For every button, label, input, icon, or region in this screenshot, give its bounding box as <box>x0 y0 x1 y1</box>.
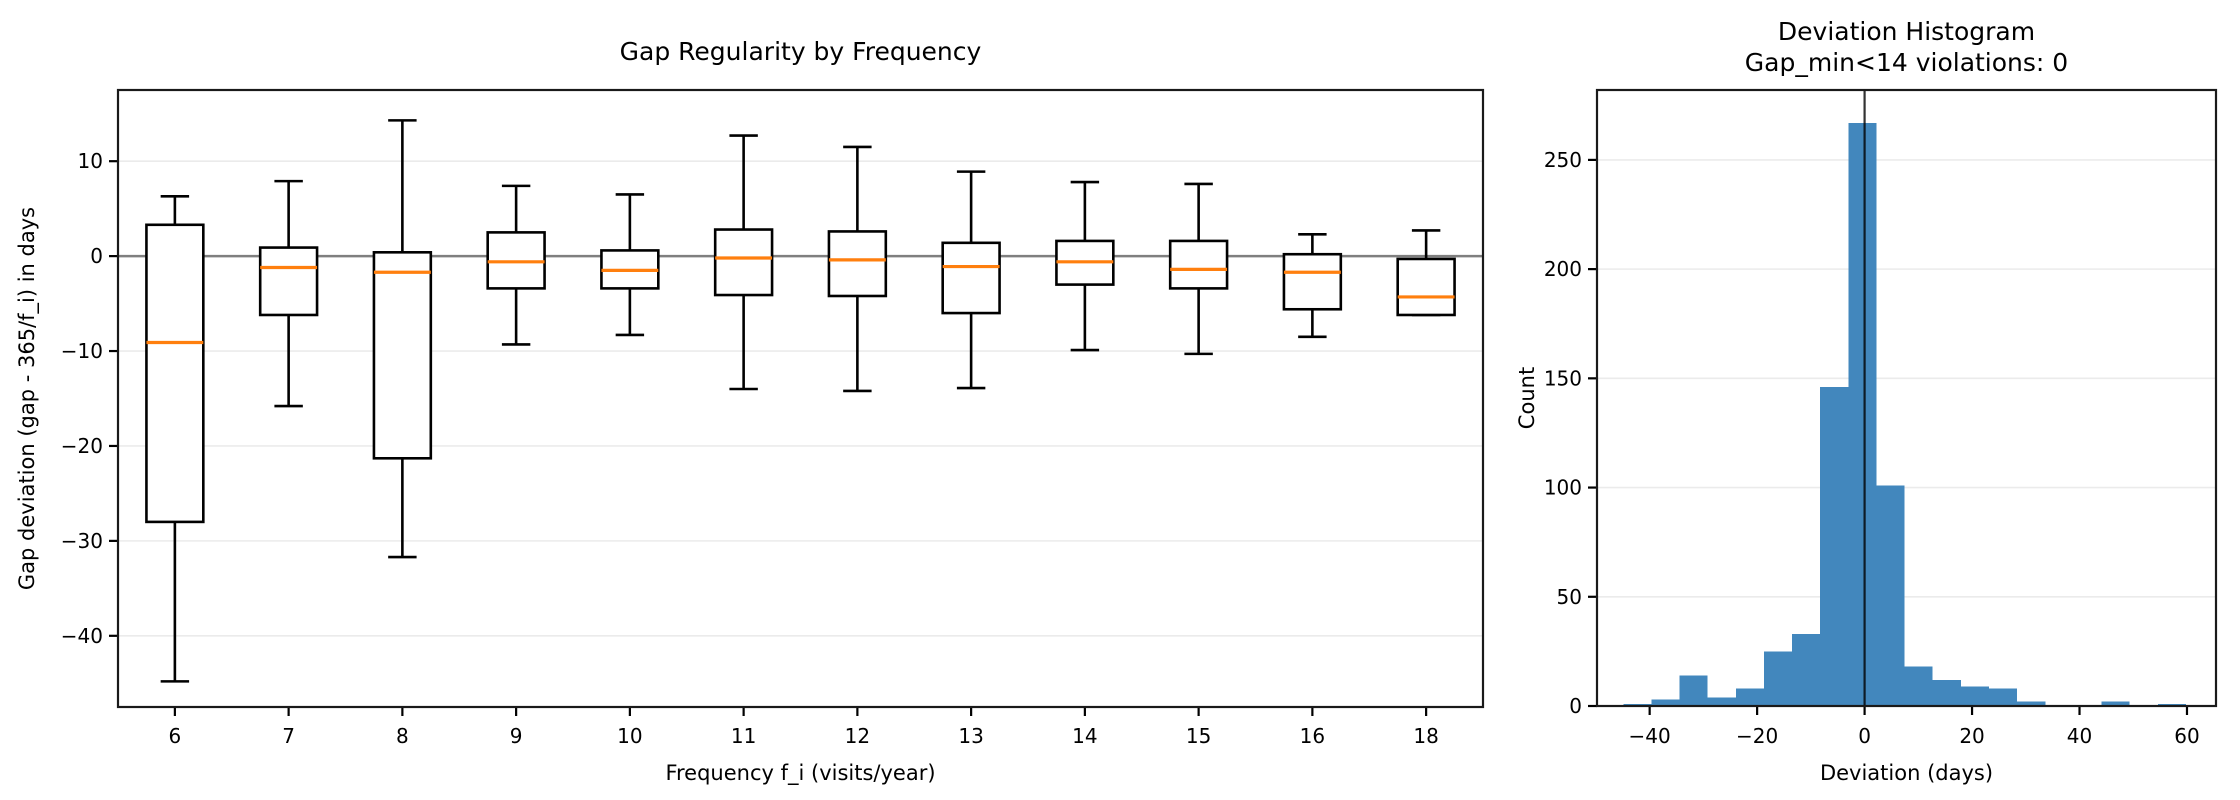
x-tick-label: 15 <box>1186 724 1211 748</box>
y-axis-label: Gap deviation (gap - 365/f_i) in days <box>15 207 40 590</box>
x-tick-label: 14 <box>1072 724 1097 748</box>
hist-bar <box>1960 686 1990 706</box>
y-tick-label: 10 <box>78 149 103 173</box>
y-tick-label: −40 <box>61 624 103 648</box>
hist-bar <box>2017 701 2046 706</box>
y-tick-label: 50 <box>1557 585 1582 609</box>
y-tick-label: 200 <box>1544 257 1582 281</box>
y-tick-label: −10 <box>61 339 103 363</box>
y-tick-label: −20 <box>61 434 103 458</box>
box-rect <box>1282 252 1343 311</box>
x-tick-label: 60 <box>2174 724 2199 748</box>
x-tick-label: 0 <box>1858 724 1871 748</box>
y-tick-label: 0 <box>1569 694 1582 718</box>
box-rect <box>827 230 888 298</box>
x-tick-label: 7 <box>282 724 295 748</box>
x-tick-label: −20 <box>1736 724 1778 748</box>
box-rect <box>372 251 433 460</box>
y-tick-label: 250 <box>1544 148 1582 172</box>
x-axis-label: Frequency f_i (visits/year) <box>665 761 935 786</box>
x-tick-label: 13 <box>958 724 983 748</box>
hist-bar <box>1932 679 1961 706</box>
hist-title: Deviation Histogram <box>1778 17 2035 46</box>
hist-bar <box>1876 485 1905 706</box>
x-tick-label: 16 <box>1300 724 1325 748</box>
box-rect <box>941 241 1001 315</box>
hist-bar <box>1707 697 1736 706</box>
hist-subtitle: Gap_min<14 violations: 0 <box>1745 48 2068 77</box>
hist-bar <box>2101 701 2130 706</box>
box-rect <box>145 223 205 524</box>
hist-bar <box>1904 666 1933 706</box>
x-tick-label: 12 <box>845 724 870 748</box>
box-rect <box>1396 257 1456 317</box>
axes-frame <box>1595 88 2218 708</box>
x-tick-label: 9 <box>510 724 523 748</box>
y-tick-label: 150 <box>1544 366 1582 390</box>
hist-bar <box>1735 688 1764 706</box>
box-rect <box>258 246 319 317</box>
axes-frame <box>116 88 1485 709</box>
y-tick-label: −30 <box>61 529 103 553</box>
x-tick-label: −40 <box>1629 724 1671 748</box>
y-tick-label: 100 <box>1544 476 1582 500</box>
box-rect <box>1168 239 1229 290</box>
y-axis-label: Count <box>1515 367 1539 429</box>
x-tick-label: 8 <box>396 724 409 748</box>
hist-bar <box>1989 688 2018 706</box>
y-tick-label: 0 <box>90 244 103 268</box>
x-tick-label: 10 <box>617 724 642 748</box>
box-rect <box>713 228 774 297</box>
hist-bar <box>1651 699 1680 706</box>
x-tick-label: 20 <box>1959 724 1984 748</box>
x-tick-label: 18 <box>1413 724 1438 748</box>
x-axis-label: Deviation (days) <box>1820 761 1993 785</box>
x-tick-label: 6 <box>169 724 182 748</box>
hist-bar <box>1848 122 1877 706</box>
x-tick-label: 11 <box>731 724 756 748</box>
hist-bar <box>1679 675 1708 706</box>
hist-bar <box>1820 387 1849 706</box>
hist-bar <box>1792 633 1821 706</box>
x-tick-label: 40 <box>2067 724 2092 748</box>
hist-bar <box>1763 651 1793 706</box>
boxplot-title: Gap Regularity by Frequency <box>620 37 982 66</box>
